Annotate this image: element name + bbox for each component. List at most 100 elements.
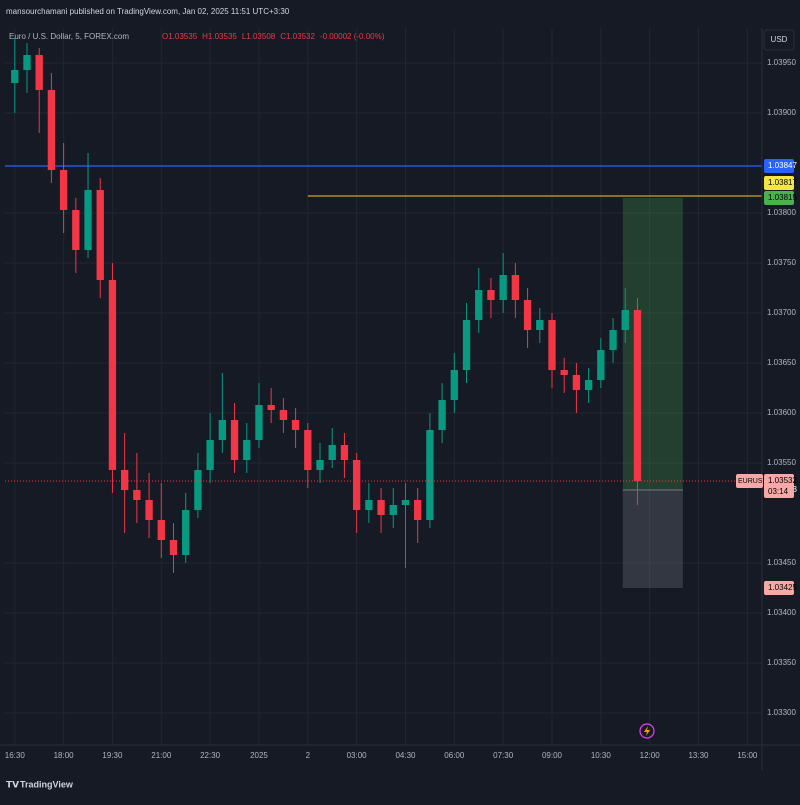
candle-body	[255, 405, 263, 440]
candle-body	[633, 310, 642, 481]
price-tag-label: 1.03815	[768, 193, 797, 202]
x-tick-label: 07:30	[493, 751, 514, 760]
x-tick-label: 19:30	[102, 751, 123, 760]
currency: USD	[771, 35, 788, 44]
candle-body	[59, 170, 68, 210]
candle-body	[365, 500, 373, 510]
y-tick-label: 1.03350	[767, 658, 796, 667]
x-tick-label: 18:00	[54, 751, 75, 760]
ohlc-value: O1.03535	[162, 32, 198, 41]
candle-body	[597, 350, 605, 380]
candle-body	[511, 275, 520, 300]
y-tick-label: 1.03600	[767, 408, 796, 417]
x-tick-label: 09:00	[542, 751, 563, 760]
candle-body	[340, 445, 349, 460]
countdown: 03:14	[768, 487, 789, 496]
symbol: Euro / U.S. Dollar, 5, FOREX.com	[9, 32, 129, 41]
ohlc: O1.03535 H1.03535 L1.03508 C1.03532 -0.00002…	[162, 32, 385, 41]
candle-body	[548, 320, 556, 370]
candle-body	[414, 500, 422, 520]
candle-body	[169, 540, 178, 555]
y-tick-label: 1.03400	[767, 608, 796, 617]
candle-body	[438, 400, 446, 430]
price-tag-label: 1.03817	[768, 178, 797, 187]
y-tick-label: 1.03900	[767, 108, 796, 117]
currency-button[interactable]	[763, 29, 795, 51]
publisher: mansourchamani published on TradingView.…	[6, 7, 290, 16]
candle-body	[377, 500, 385, 515]
candle-body	[218, 420, 226, 440]
last-price-tag	[764, 474, 794, 498]
candle-body	[279, 410, 288, 420]
candle-body	[96, 190, 104, 280]
y-tick-label: 1.03950	[767, 58, 796, 67]
x-tick-label: 16:30	[5, 751, 26, 760]
axes: 1.03950 1.03900 1.03800 1.03750 1.03700 1.036…	[5, 58, 798, 760]
price-tag	[764, 581, 794, 595]
candle-body	[267, 405, 275, 410]
candle-body	[572, 375, 581, 390]
candle-body	[523, 300, 532, 330]
candle-body	[23, 55, 31, 70]
price-tag	[764, 176, 794, 190]
candle-body	[194, 470, 202, 510]
symbol-tag	[736, 474, 763, 488]
candle-body	[584, 380, 593, 390]
ohlc-value: L1.03508	[242, 32, 276, 41]
y-tick-label: 1.03800	[767, 208, 796, 217]
candle-body	[206, 440, 214, 470]
icon-ring	[639, 723, 655, 739]
candle-body	[84, 190, 92, 250]
x-tick-label: 03:00	[347, 751, 368, 760]
candle-body	[304, 430, 312, 470]
x-tick-label: 2025	[250, 751, 268, 760]
candle-body	[108, 280, 117, 470]
price-tag	[764, 159, 794, 173]
ohlc-value: C1.03532	[280, 32, 315, 41]
candle-body	[145, 500, 153, 520]
y-tick-label: 1.03750	[767, 258, 796, 267]
stop-zone	[622, 490, 683, 588]
y-tick-label: 1.03300	[767, 708, 796, 717]
candle-body	[621, 310, 629, 330]
x-tick-label: 12:00	[640, 751, 661, 760]
logo-mark: 𝗧𝗩	[6, 779, 19, 789]
candle-body	[328, 445, 336, 460]
symbol-tag-label: EURUSD	[738, 478, 768, 485]
candle-body	[133, 490, 141, 500]
x-tick-label: 04:30	[395, 751, 416, 760]
y-tick-label: 1.03550	[767, 458, 796, 467]
candle-body	[560, 370, 568, 375]
candle-body	[72, 210, 80, 250]
candle-body	[230, 420, 239, 460]
y-tick-label: 1.03650	[767, 358, 796, 367]
ohlc-value: -0.00002 (-0.00%)	[320, 32, 385, 41]
ohlc-value: H1.03535	[202, 32, 237, 41]
candle-body	[352, 460, 361, 510]
candle-body	[536, 320, 544, 330]
price-tag-label: 1.03425	[768, 583, 797, 592]
x-tick-label: 13:30	[688, 751, 709, 760]
footer: TradingView	[20, 779, 74, 789]
x-tick-label: 2	[306, 751, 311, 760]
target-zone	[622, 198, 683, 490]
x-tick-label: 06:00	[444, 751, 465, 760]
lightning-icon[interactable]	[639, 723, 655, 739]
price-tag	[764, 191, 794, 205]
candle-body	[11, 70, 19, 83]
candle-body	[120, 470, 129, 490]
plot	[5, 38, 762, 588]
x-tick-label: 21:00	[151, 751, 172, 760]
candle-body	[462, 320, 471, 370]
price-tag-label: 1.03847	[768, 161, 797, 170]
candle-body	[475, 290, 483, 320]
candle-body	[450, 370, 458, 400]
x-tick-label: 10:30	[591, 751, 612, 760]
candle-body	[426, 430, 434, 520]
candle-body	[316, 460, 324, 470]
candle-body	[182, 510, 190, 555]
candle-body	[499, 275, 507, 300]
candle-body	[291, 420, 300, 430]
candle-body	[401, 500, 410, 505]
